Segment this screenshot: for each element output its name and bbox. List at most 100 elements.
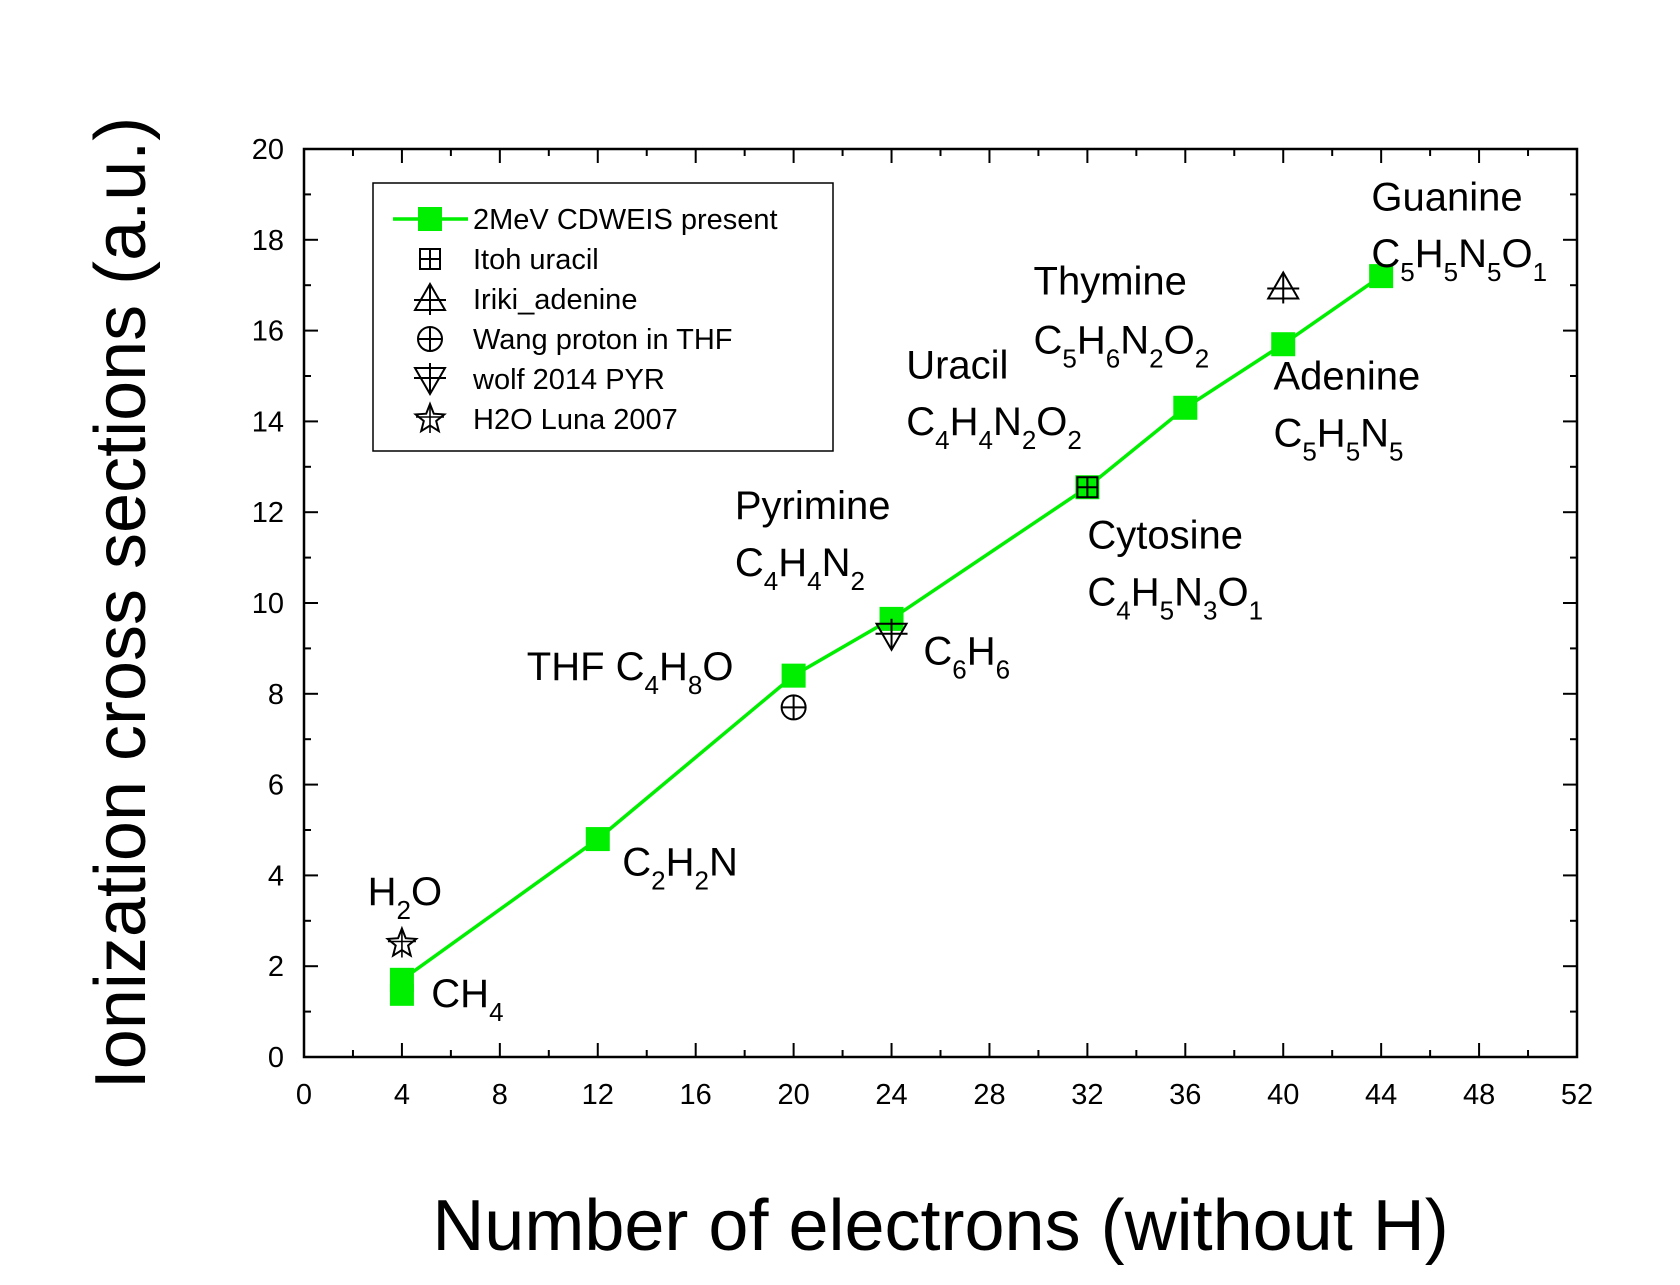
annotation-text: Adenine: [1273, 355, 1420, 399]
y-tick-label: 4: [268, 860, 284, 892]
annotation-text: H: [778, 541, 807, 585]
x-tick-label: 40: [1267, 1079, 1299, 1111]
series-line-group: [400, 274, 1383, 982]
annotation-text: C: [1371, 232, 1400, 276]
annotation-text: O: [1164, 318, 1195, 362]
annotation-subscript: 4: [645, 670, 659, 700]
annotation-adenine-formula: C5H5N5: [1273, 411, 1403, 466]
annotation-text: O: [1217, 570, 1248, 614]
y-tick-label: 20: [252, 134, 284, 166]
y-tick-label: 8: [268, 679, 284, 711]
annotation-thf: THF C4H8O: [527, 645, 734, 700]
x-tick-label: 44: [1365, 1079, 1397, 1111]
annotation-text: N: [993, 400, 1022, 444]
x-tick-label: 48: [1463, 1079, 1495, 1111]
annotation-text: H: [659, 645, 688, 689]
annotation-text: C: [1034, 318, 1063, 362]
annotation-pyrimine-name: Pyrimine: [735, 484, 891, 528]
annotation-h2o: H2O: [368, 870, 442, 925]
annotation-subscript: 1: [1249, 595, 1263, 625]
tick-labels: 0 4 8 12 16 20 24 28 32 36 40 44 48 52024681012141618…: [252, 134, 1593, 1111]
annotation-subscript: 2: [695, 865, 709, 895]
annotation-subscript: 6: [996, 654, 1010, 684]
annotation-text: N: [1120, 318, 1149, 362]
square-marker: [781, 663, 806, 688]
annotation-c6h6: C6H6: [923, 629, 1010, 684]
annotation-text: H: [967, 629, 996, 673]
annotation-text: C: [735, 541, 764, 585]
x-tick-label: 52: [1561, 1079, 1593, 1111]
annotation-subscript: 1: [1533, 257, 1547, 287]
annotation-cytosine-name: Cytosine: [1087, 514, 1243, 558]
square-marker: [1369, 264, 1394, 289]
annotation-thymine-formula: C5H6N2O2: [1034, 318, 1210, 373]
legend-symbol-3: [417, 326, 443, 352]
annotation-subscript: 5: [1389, 436, 1403, 466]
data-point-series-0: [585, 827, 610, 852]
annotation-text: Uracil: [906, 343, 1008, 387]
square-marker: [585, 827, 610, 852]
annotation-subscript: 5: [1062, 343, 1076, 373]
x-tick-label: 8: [492, 1079, 508, 1111]
annotation-text: N: [1458, 232, 1487, 276]
legend-label-4: wolf 2014 PYR: [472, 364, 665, 396]
y-tick-label: 10: [252, 588, 284, 620]
x-tick-label: 36: [1169, 1079, 1201, 1111]
annotation-subscript: 6: [1106, 343, 1120, 373]
legend-symbol-0: [418, 207, 442, 231]
annotation-subscript: 4: [807, 566, 821, 596]
legend: 2MeV CDWEIS present Itoh uracil Iriki_aden…: [372, 182, 834, 452]
annotation-subscript: 2: [850, 566, 864, 596]
legend-label-3: Wang proton in THF: [473, 324, 733, 356]
y-tick-label: 14: [252, 406, 284, 438]
annotation-subscript: 5: [1400, 257, 1414, 287]
legend-box: [372, 182, 834, 452]
annotation-text: H: [1131, 570, 1160, 614]
annotation-text: C: [1087, 570, 1116, 614]
legend-label-0: 2MeV CDWEIS present: [473, 204, 778, 236]
annotation-uracil-name: Uracil: [906, 343, 1008, 387]
annotation-subscript: 8: [688, 670, 702, 700]
y-tick-label: 18: [252, 225, 284, 257]
annotation-text: O: [1036, 400, 1067, 444]
annotation-text: N: [1174, 570, 1203, 614]
x-tick-label: 24: [875, 1079, 907, 1111]
x-tick-label: 28: [973, 1079, 1005, 1111]
annotation-text: H: [666, 840, 695, 884]
y-tick-label: 16: [252, 316, 284, 348]
annotation-subscript: 3: [1203, 595, 1217, 625]
annotation-text: N: [709, 840, 738, 884]
square-marker: [1271, 332, 1296, 357]
annotation-uracil-formula: C4H4N2O2: [906, 400, 1082, 455]
data-markers: [385, 264, 1394, 1006]
annotation-guanine-name: Guanine: [1371, 175, 1522, 219]
series-line-0: [400, 274, 1383, 982]
annotation-cytosine-formula: C4H5N3O1: [1087, 570, 1263, 625]
annotation-subscript: 2: [1149, 343, 1163, 373]
annotation-subscript: 4: [1116, 595, 1130, 625]
annotation-subscript: 4: [764, 566, 778, 596]
annotation-text: N: [822, 541, 851, 585]
annotation-text: H: [950, 400, 979, 444]
annotation-subscript: 5: [1302, 436, 1316, 466]
annotation-ch4: CH4: [431, 972, 503, 1027]
annotation-subscript: 4: [978, 425, 992, 455]
data-point-series-0: [1173, 395, 1198, 420]
annotation-text: H: [1077, 318, 1106, 362]
data-point-series-0: [1271, 332, 1296, 357]
legend-symbol-1: [419, 248, 441, 270]
annotation-subscript: 6: [952, 654, 966, 684]
annotation-text: H: [1317, 411, 1346, 455]
legend-label-2: Iriki_adenine: [473, 284, 637, 316]
annotation-text: C: [622, 840, 651, 884]
annotation-text: CH: [431, 972, 489, 1016]
annotation-subscript: 2: [1067, 425, 1081, 455]
annotation-text: H: [1415, 232, 1444, 276]
annotation-text: O: [411, 870, 442, 914]
data-point-series-1: [1076, 476, 1099, 499]
annotation-guanine-formula: C5H5N5O1: [1371, 232, 1547, 287]
y-tick-label: 6: [268, 770, 284, 802]
data-point-series-0: [781, 663, 806, 688]
